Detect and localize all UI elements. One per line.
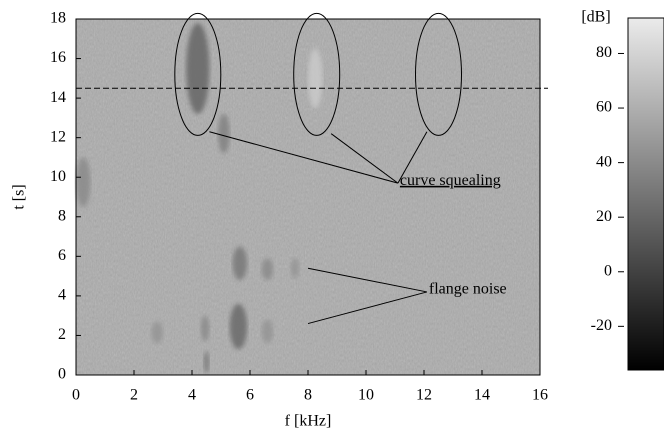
y-axis-label: t [s] <box>11 184 28 209</box>
colorbar <box>627 17 664 371</box>
colorbar-label: [dB] <box>581 9 610 26</box>
y-tick-label: 18 <box>50 10 66 27</box>
spectral-feature <box>76 157 91 207</box>
x-tick-label: 2 <box>130 387 138 404</box>
spectral-feature <box>203 351 210 374</box>
highlight-ellipse <box>293 12 341 136</box>
x-tick-label: 14 <box>474 387 490 404</box>
colorbar-tick-label: 40 <box>596 153 612 170</box>
spectral-feature <box>308 48 323 108</box>
y-tick-label: 6 <box>58 247 66 264</box>
x-tick-label: 12 <box>416 387 432 404</box>
y-tick-label: 10 <box>50 168 66 185</box>
colorbar-tick-label: -20 <box>591 317 612 334</box>
y-tick-label: 12 <box>50 128 66 145</box>
spectral-feature <box>218 113 230 154</box>
x-tick-label: 4 <box>188 387 196 404</box>
spectral-feature <box>229 303 248 350</box>
highlight-ellipse <box>174 12 222 136</box>
annotation-text: curve squealing <box>400 172 501 189</box>
y-tick-label: 16 <box>50 49 66 66</box>
colorbar-tick-label: 0 <box>604 262 612 279</box>
annotation-text: flange noise <box>429 281 507 298</box>
y-tick-label: 0 <box>58 366 66 383</box>
x-axis-label: f [kHz] <box>285 413 332 430</box>
plot-area <box>75 18 541 376</box>
spectral-feature <box>151 321 163 344</box>
spectral-feature <box>186 22 210 114</box>
colorbar-tick-label: 80 <box>596 44 612 61</box>
annotation-line <box>397 131 428 184</box>
spectral-feature <box>261 258 274 281</box>
y-tick-label: 2 <box>58 326 66 343</box>
x-tick-label: 6 <box>246 387 254 404</box>
annotation-line <box>209 131 399 184</box>
annotation-line <box>307 267 427 293</box>
y-tick-label: 8 <box>58 207 66 224</box>
x-tick-label: 0 <box>72 387 80 404</box>
spectral-feature <box>200 315 210 342</box>
x-tick-label: 16 <box>532 387 548 404</box>
y-tick-label: 14 <box>50 89 66 106</box>
noise-texture <box>76 19 540 375</box>
colorbar-tick-label: 60 <box>596 99 612 116</box>
x-tick-label: 10 <box>358 387 374 404</box>
y-tick-label: 4 <box>58 287 66 304</box>
x-tick-label: 8 <box>304 387 312 404</box>
colorbar-tick-label: 20 <box>596 208 612 225</box>
spectral-feature <box>261 319 274 344</box>
annotation-line <box>330 133 399 184</box>
annotation-line <box>307 291 428 325</box>
highlight-ellipse <box>415 12 462 136</box>
spectral-feature <box>232 246 248 281</box>
spectral-feature <box>290 258 300 279</box>
